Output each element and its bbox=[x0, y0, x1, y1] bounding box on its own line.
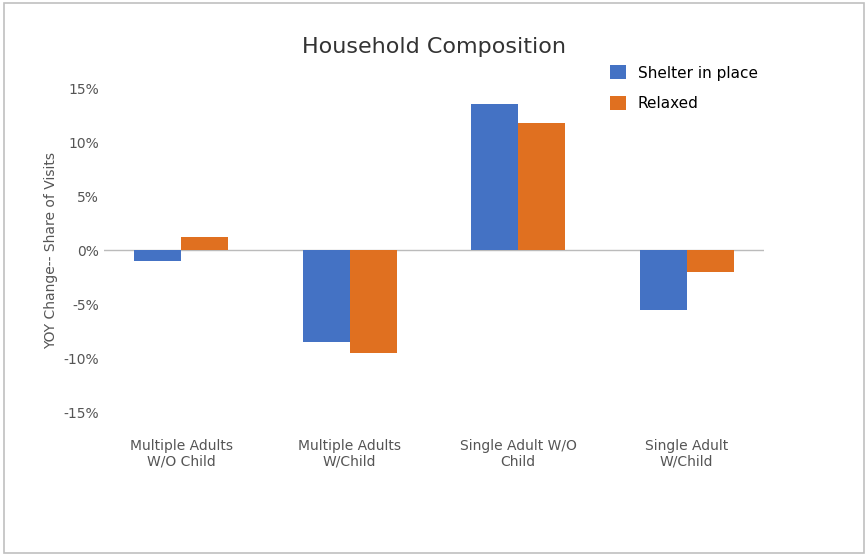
Legend: Shelter in place, Relaxed: Shelter in place, Relaxed bbox=[604, 59, 764, 117]
Bar bbox=[181, 237, 228, 250]
Y-axis label: YOY Change-- Share of Visits: YOY Change-- Share of Visits bbox=[44, 152, 58, 349]
Bar bbox=[687, 250, 733, 272]
Bar bbox=[303, 250, 350, 342]
Bar bbox=[135, 250, 181, 261]
Bar bbox=[350, 250, 397, 353]
Title: Household Composition: Household Composition bbox=[302, 37, 566, 57]
Bar bbox=[518, 123, 565, 250]
Bar bbox=[471, 105, 518, 250]
Bar bbox=[640, 250, 687, 310]
